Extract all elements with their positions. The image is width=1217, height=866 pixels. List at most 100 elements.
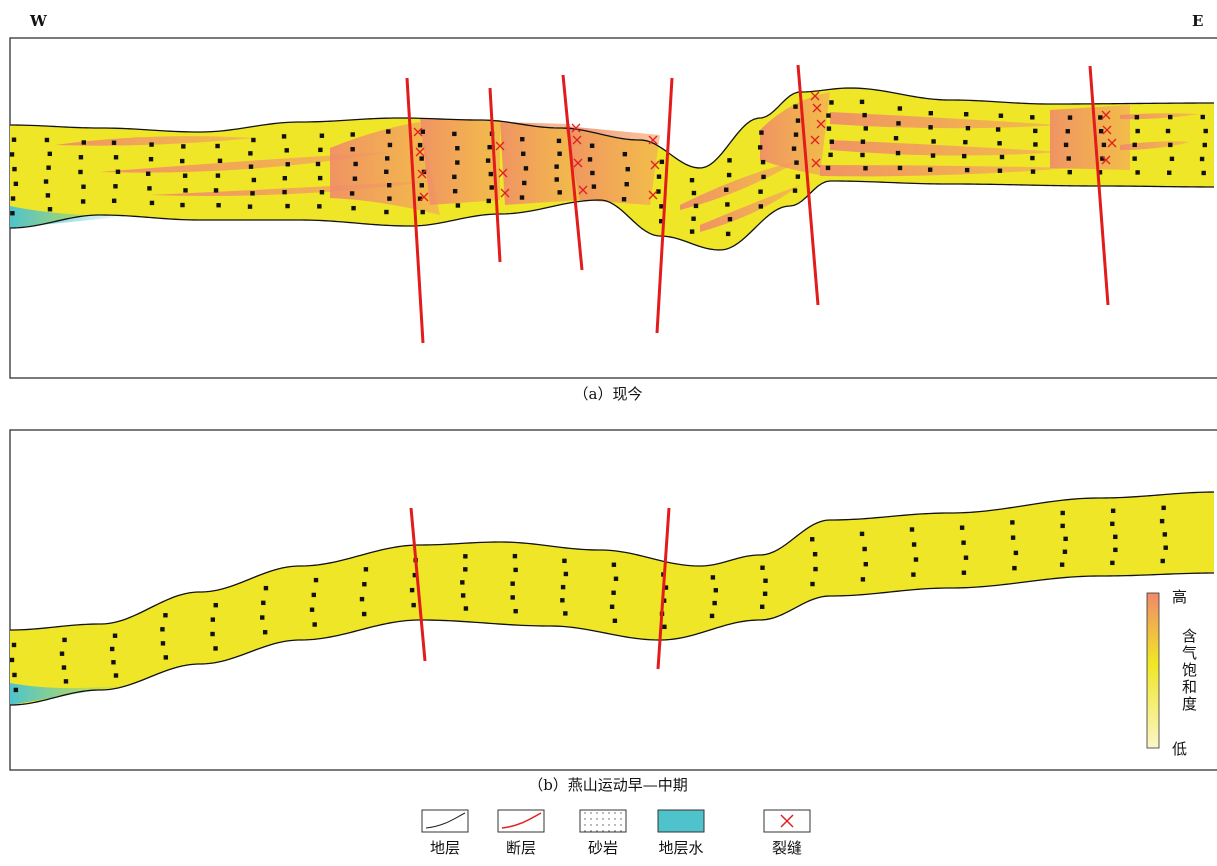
sand-dot <box>350 191 354 195</box>
sand-dot <box>827 126 831 130</box>
legend-label: 裂缝 <box>772 839 802 857</box>
sand-dot <box>711 575 715 579</box>
sand-dot <box>264 586 268 590</box>
sand-dot <box>248 151 252 155</box>
sand-dot <box>513 568 517 572</box>
sand-dot <box>931 139 935 143</box>
sand-dot <box>12 673 16 677</box>
sand-dot <box>792 146 796 150</box>
sand-dot <box>249 164 253 168</box>
sand-dot <box>864 562 868 566</box>
sand-dot <box>386 129 390 133</box>
east-label: E <box>1192 12 1203 30</box>
sand-dot <box>813 552 817 556</box>
sand-dot <box>455 146 459 150</box>
sand-dot <box>149 157 153 161</box>
sand-dot <box>964 556 968 560</box>
panel-a <box>10 65 1214 343</box>
sand-dot <box>961 541 965 545</box>
sand-dot <box>1135 129 1139 133</box>
sand-dot <box>612 563 616 567</box>
sand-dot <box>214 603 218 607</box>
sand-dot <box>513 609 517 613</box>
legend-icon <box>580 810 626 832</box>
sand-dot <box>81 199 85 203</box>
sand-dot <box>283 176 287 180</box>
sand-dot <box>82 140 86 144</box>
sand-dot <box>263 630 267 634</box>
sand-dot <box>590 144 594 148</box>
sand-dot <box>218 159 222 163</box>
sand-dot <box>758 145 762 149</box>
sand-dot <box>1102 143 1106 147</box>
sand-dot <box>312 622 316 626</box>
sand-dot <box>487 199 491 203</box>
sand-dot <box>1203 143 1207 147</box>
sand-dot <box>48 207 52 211</box>
sand-dot <box>914 557 918 561</box>
sand-dot <box>860 100 864 104</box>
sand-dot <box>690 229 694 233</box>
sand-dot <box>410 588 414 592</box>
sand-dot <box>963 140 967 144</box>
sand-dot <box>250 191 254 195</box>
sand-dot <box>761 160 765 164</box>
sand-dot <box>364 567 368 571</box>
sand-dot <box>1200 157 1204 161</box>
sand-dot <box>285 204 289 208</box>
sand-dot <box>160 627 164 631</box>
sand-dot <box>463 567 467 571</box>
sand-dot <box>456 203 460 207</box>
sand-dot <box>1113 548 1117 552</box>
caption: （b）燕山运动早—中期 <box>528 776 688 794</box>
sand-dot <box>147 186 151 190</box>
sand-dot <box>863 166 867 170</box>
colorbar-title: 含气饱和度 <box>1180 628 1198 713</box>
sand-dot <box>385 156 389 160</box>
sand-dot <box>522 181 526 185</box>
legend-icon <box>422 810 468 832</box>
sand-dot <box>557 190 561 194</box>
sand-dot <box>911 572 915 576</box>
sand-dot <box>1167 171 1171 175</box>
sand-dot <box>861 577 865 581</box>
sand-dot <box>320 134 324 138</box>
caption: （a）现今 <box>574 385 643 403</box>
sand-dot <box>1061 511 1065 515</box>
sand-dot <box>830 140 834 144</box>
sand-dot <box>111 660 115 664</box>
sand-dot <box>45 138 49 142</box>
sand-dot <box>910 527 914 531</box>
sand-dot <box>81 185 85 189</box>
sand-dot <box>211 617 215 621</box>
sand-dot <box>62 665 66 669</box>
sand-dot <box>12 643 16 647</box>
legend-label: 地层 <box>430 839 460 857</box>
sand-dot <box>112 141 116 145</box>
sand-dot <box>1135 170 1139 174</box>
sand-dot <box>312 593 316 597</box>
sand-dot <box>46 193 50 197</box>
sand-dot <box>388 143 392 147</box>
sand-dot <box>1014 551 1018 555</box>
sand-dot <box>860 532 864 536</box>
sand-dot <box>759 130 763 134</box>
sand-dot <box>810 582 814 586</box>
legend-icon <box>498 810 544 832</box>
sand-dot <box>1161 559 1165 563</box>
sand-dot <box>384 210 388 214</box>
sand-dot <box>521 152 525 156</box>
sand-dot <box>164 655 168 659</box>
sand-dot <box>1204 129 1208 133</box>
sand-dot <box>1133 143 1137 147</box>
sand-dot <box>78 170 82 174</box>
sand-dot <box>318 148 322 152</box>
sand-dot <box>46 165 50 169</box>
sand-dot <box>1011 535 1015 539</box>
sand-dot <box>826 113 830 117</box>
sand-dot <box>180 159 184 163</box>
sand-dot <box>1110 522 1114 526</box>
sand-dot <box>660 160 664 164</box>
sand-dot <box>1063 550 1067 554</box>
sand-dot <box>794 132 798 136</box>
